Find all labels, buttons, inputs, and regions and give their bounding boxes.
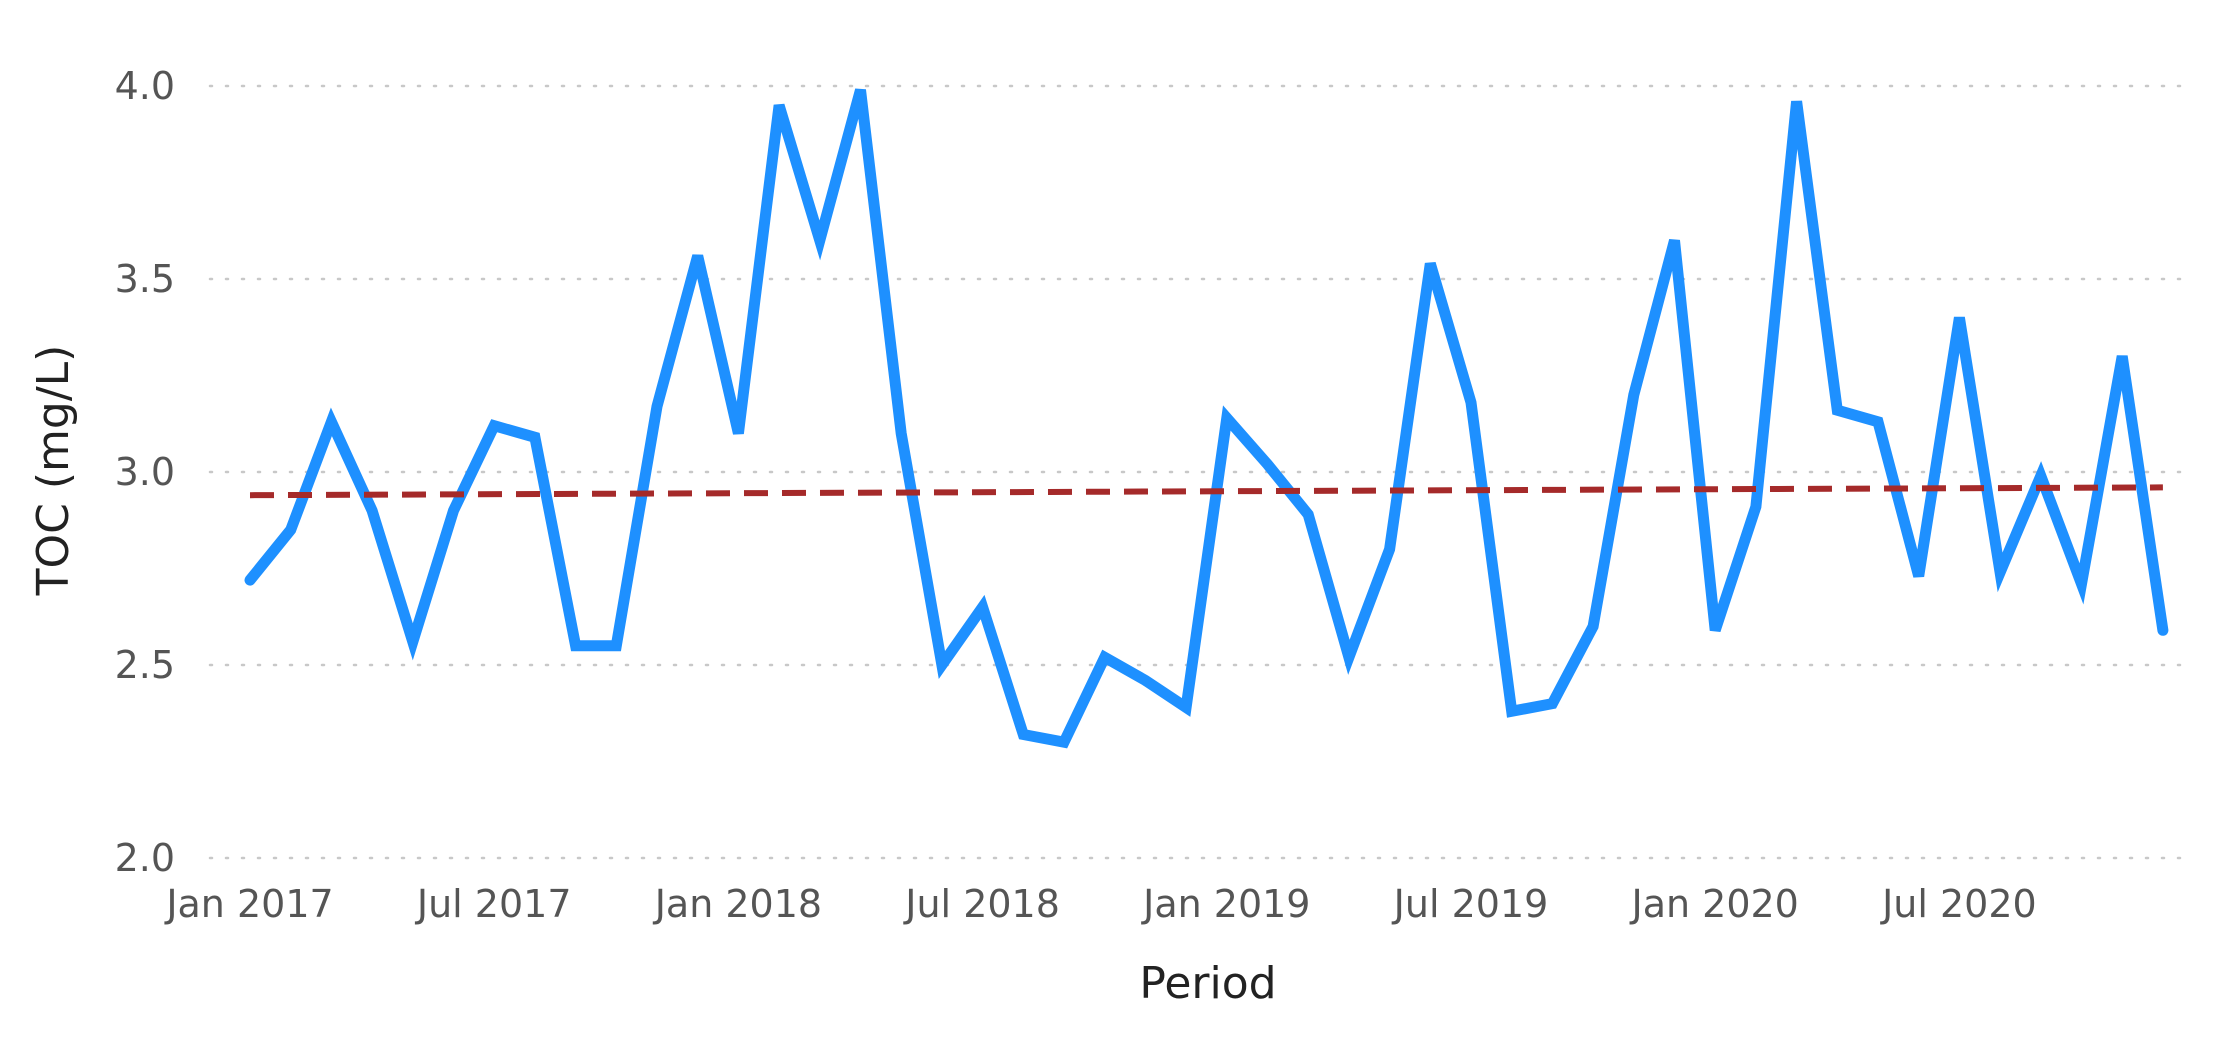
- data-point: [530, 432, 540, 442]
- x-tick-label: Jan 2020: [1630, 882, 1799, 926]
- data-point: [1914, 571, 1924, 581]
- data-point: [1466, 398, 1476, 408]
- y-tick-label: 2.5: [115, 643, 175, 687]
- data-point: [1954, 313, 1964, 323]
- data-point: [978, 602, 988, 612]
- data-point: [367, 506, 377, 516]
- trend-line: [249, 484, 2163, 499]
- data-point: [489, 421, 499, 431]
- x-tick-label: Jul 2020: [1880, 882, 2037, 926]
- data-point: [286, 525, 296, 535]
- data-point: [2036, 471, 2046, 481]
- data-point: [1018, 730, 1028, 740]
- data-point: [2077, 579, 2087, 589]
- y-axis-title: TOC (mg/L): [28, 345, 79, 597]
- data-point: [1629, 390, 1639, 400]
- data-point: [1873, 417, 1883, 427]
- x-tick-label: Jan 2017: [164, 882, 333, 926]
- x-axis-title: Period: [1139, 958, 1276, 1009]
- data-point: [1792, 96, 1802, 106]
- toc-series-line: [244, 88, 2169, 749]
- data-point: [1751, 502, 1761, 512]
- y-tick-label: 4.0: [115, 64, 175, 108]
- data-point: [1507, 706, 1517, 716]
- data-point: [1222, 413, 1232, 423]
- data-point: [1588, 621, 1598, 631]
- data-point: [1832, 405, 1842, 415]
- data-point: [245, 575, 255, 585]
- data-point: [1059, 737, 1069, 747]
- gridlines: [208, 84, 2192, 860]
- data-point: [408, 637, 418, 647]
- data-point: [1670, 235, 1680, 245]
- data-point: [1547, 699, 1557, 709]
- x-tick-label: Jan 2018: [653, 882, 822, 926]
- x-tick-label: Jul 2017: [415, 882, 572, 926]
- x-axis-ticks: Jan 2017 Jul 2017 Jan 2018 Jul 2018 Jan 2019…: [164, 882, 2036, 926]
- data-point: [1344, 652, 1354, 662]
- data-point: [1263, 459, 1273, 469]
- data-point: [326, 417, 336, 427]
- data-point: [1425, 259, 1435, 269]
- data-point: [856, 85, 866, 95]
- y-axis-ticks: 2.0 2.5 3.0 3.5 4.0: [115, 64, 175, 880]
- data-point: [571, 641, 581, 651]
- data-point: [449, 506, 459, 516]
- series-layer: [244, 85, 2169, 749]
- data-point: [652, 401, 662, 411]
- data-point: [611, 641, 621, 651]
- data-point: [1303, 510, 1313, 520]
- data-point: [815, 235, 825, 245]
- data-point: [937, 660, 947, 670]
- x-tick-label: Jul 2018: [903, 882, 1060, 926]
- y-tick-label: 3.0: [115, 450, 175, 494]
- data-point: [1181, 703, 1191, 713]
- data-point: [2117, 351, 2127, 361]
- data-point: [896, 428, 906, 438]
- y-tick-label: 3.5: [115, 257, 175, 301]
- data-point: [1995, 567, 2005, 577]
- data-point: [733, 428, 743, 438]
- data-point: [1385, 544, 1395, 554]
- data-point: [2158, 625, 2168, 635]
- y-tick-label: 2.0: [115, 836, 175, 880]
- x-tick-label: Jul 2019: [1392, 882, 1549, 926]
- data-point: [1710, 625, 1720, 635]
- data-point: [1140, 675, 1150, 685]
- data-point: [774, 100, 784, 110]
- data-point: [1100, 652, 1110, 662]
- data-point: [693, 251, 703, 261]
- x-tick-label: Jan 2019: [1141, 882, 1310, 926]
